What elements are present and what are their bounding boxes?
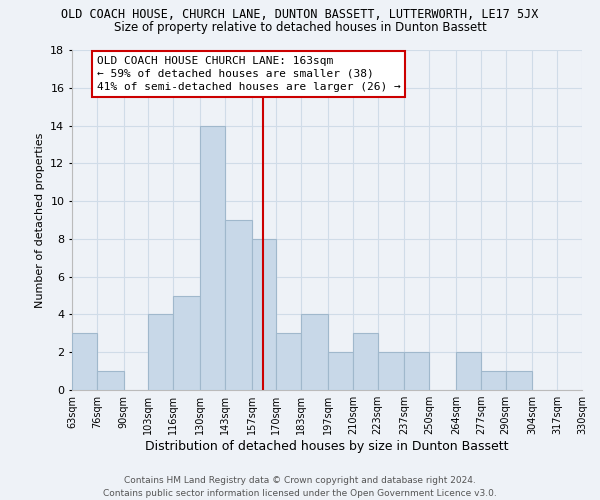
Text: OLD COACH HOUSE CHURCH LANE: 163sqm
← 59% of detached houses are smaller (38)
41: OLD COACH HOUSE CHURCH LANE: 163sqm ← 59… xyxy=(97,56,401,92)
Bar xyxy=(148,314,173,390)
X-axis label: Distribution of detached houses by size in Dunton Bassett: Distribution of detached houses by size … xyxy=(145,440,509,453)
Text: Size of property relative to detached houses in Dunton Bassett: Size of property relative to detached ho… xyxy=(113,22,487,35)
Bar xyxy=(506,371,532,390)
Bar xyxy=(404,352,429,390)
Bar xyxy=(377,352,404,390)
Bar xyxy=(251,239,277,390)
Bar xyxy=(72,334,97,390)
Bar xyxy=(97,371,124,390)
Text: Contains HM Land Registry data © Crown copyright and database right 2024.
Contai: Contains HM Land Registry data © Crown c… xyxy=(103,476,497,498)
Bar xyxy=(456,352,481,390)
Bar xyxy=(173,296,200,390)
Bar xyxy=(481,371,506,390)
Bar xyxy=(225,220,251,390)
Bar xyxy=(301,314,328,390)
Bar xyxy=(200,126,225,390)
Bar xyxy=(353,334,377,390)
Y-axis label: Number of detached properties: Number of detached properties xyxy=(35,132,44,308)
Bar xyxy=(328,352,353,390)
Bar xyxy=(277,334,301,390)
Text: OLD COACH HOUSE, CHURCH LANE, DUNTON BASSETT, LUTTERWORTH, LE17 5JX: OLD COACH HOUSE, CHURCH LANE, DUNTON BAS… xyxy=(61,8,539,20)
